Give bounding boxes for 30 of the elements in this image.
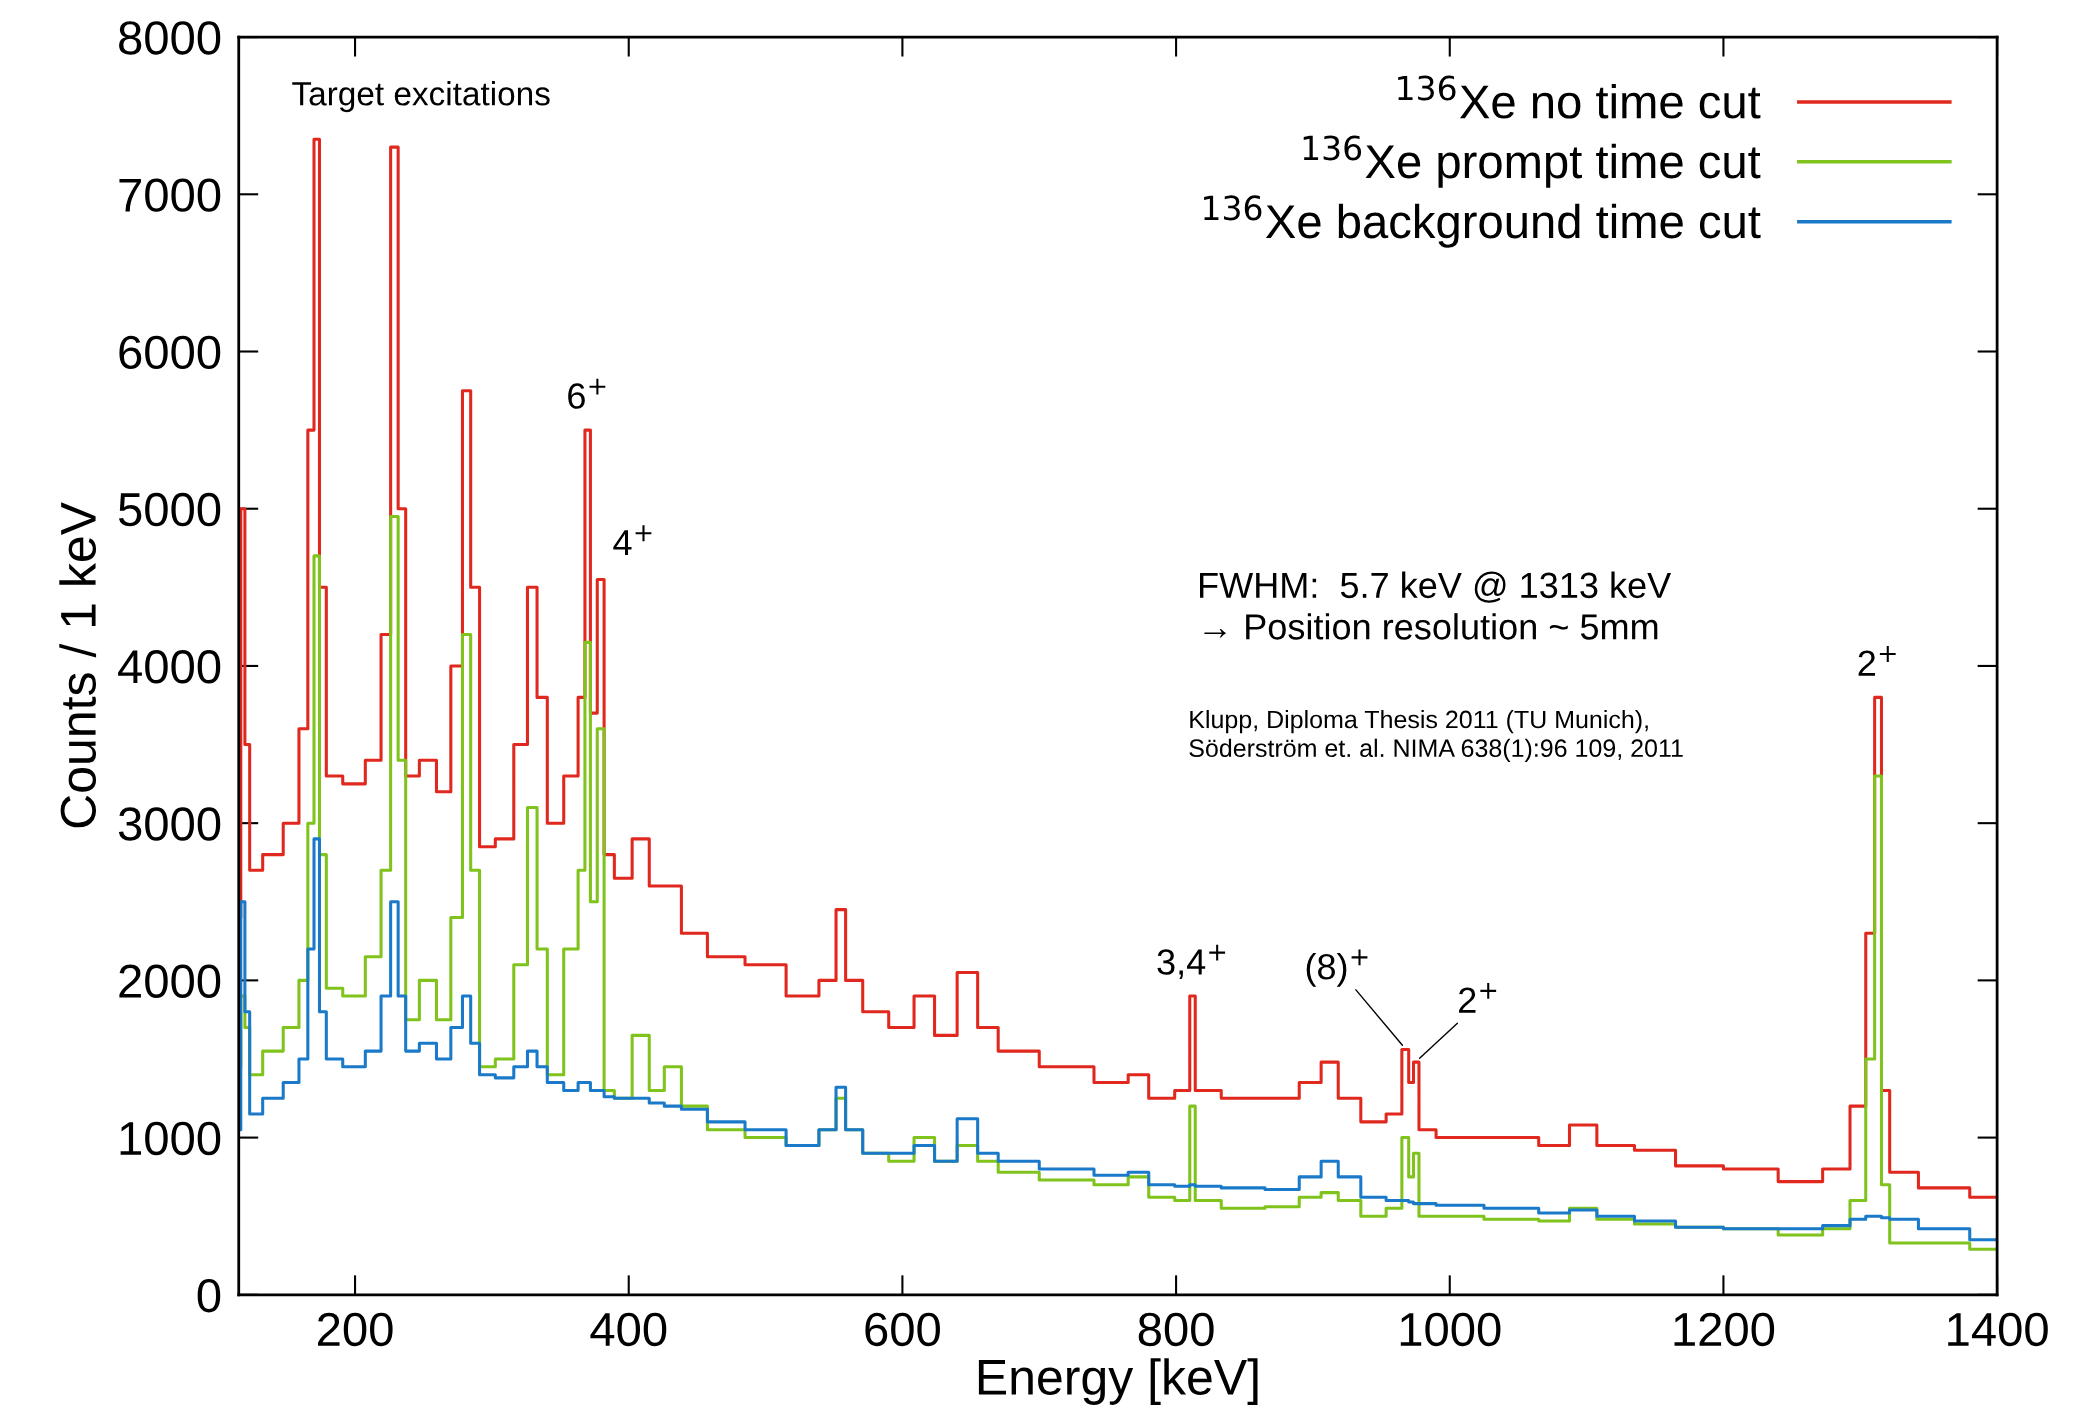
x-tick-label: 600 [865, 1312, 940, 1347]
annotation: (8)$^{+}$ [1306, 949, 1368, 987]
x-tick-label: 800 [1138, 1312, 1214, 1347]
y-tick-label: 1000 [120, 1121, 221, 1156]
y-tick-label: 7000 [119, 178, 221, 212]
x-axis-title: Energy [keV] [978, 1358, 1258, 1405]
y-tick-label: 0 [197, 1278, 221, 1313]
annotation: Klupp, Diploma Thesis 2011 (TU Munich), Söderström et. al. NIMA 638(1):96 109, 2011 [1189, 709, 1683, 762]
y-tick-label: 2000 [119, 964, 221, 998]
y-tick-label: 3000 [118, 807, 221, 841]
y-tick-label: 5000 [118, 492, 221, 527]
y-axis-title: Counts / 1 keV [59, 502, 97, 828]
annotation: FWHM: 5.7 keV @ 1313 keV → Position resolution ~ 5mm [1200, 571, 1672, 640]
annotation: Target excitations [292, 81, 550, 113]
annotation: 6$^{+}$ [568, 378, 606, 409]
x-tick-label: 1400 [1948, 1312, 2048, 1347]
legend-label: $^{136}$Xe background time cut [1204, 195, 1761, 248]
y-tick-label: 6000 [119, 335, 221, 370]
y-tick-label: 8000 [119, 21, 221, 55]
annotation: 2$^{+}$ [1459, 983, 1497, 1013]
annotation: 2$^{+}$ [1858, 646, 1896, 676]
legend-label: $^{136}$Xe no time cut [1398, 75, 1761, 119]
legend-label: $^{136}$Xe prompt time cut [1303, 135, 1761, 188]
y-tick-label: 4000 [118, 650, 221, 684]
annotation: 3,4$^{+}$ [1157, 944, 1226, 980]
x-tick-label: 1000 [1400, 1312, 1501, 1347]
x-tick-label: 1200 [1674, 1312, 1775, 1347]
x-tick-label: 400 [590, 1312, 667, 1347]
x-tick-label: 200 [318, 1312, 393, 1347]
annotation: 4$^{+}$ [613, 525, 652, 556]
